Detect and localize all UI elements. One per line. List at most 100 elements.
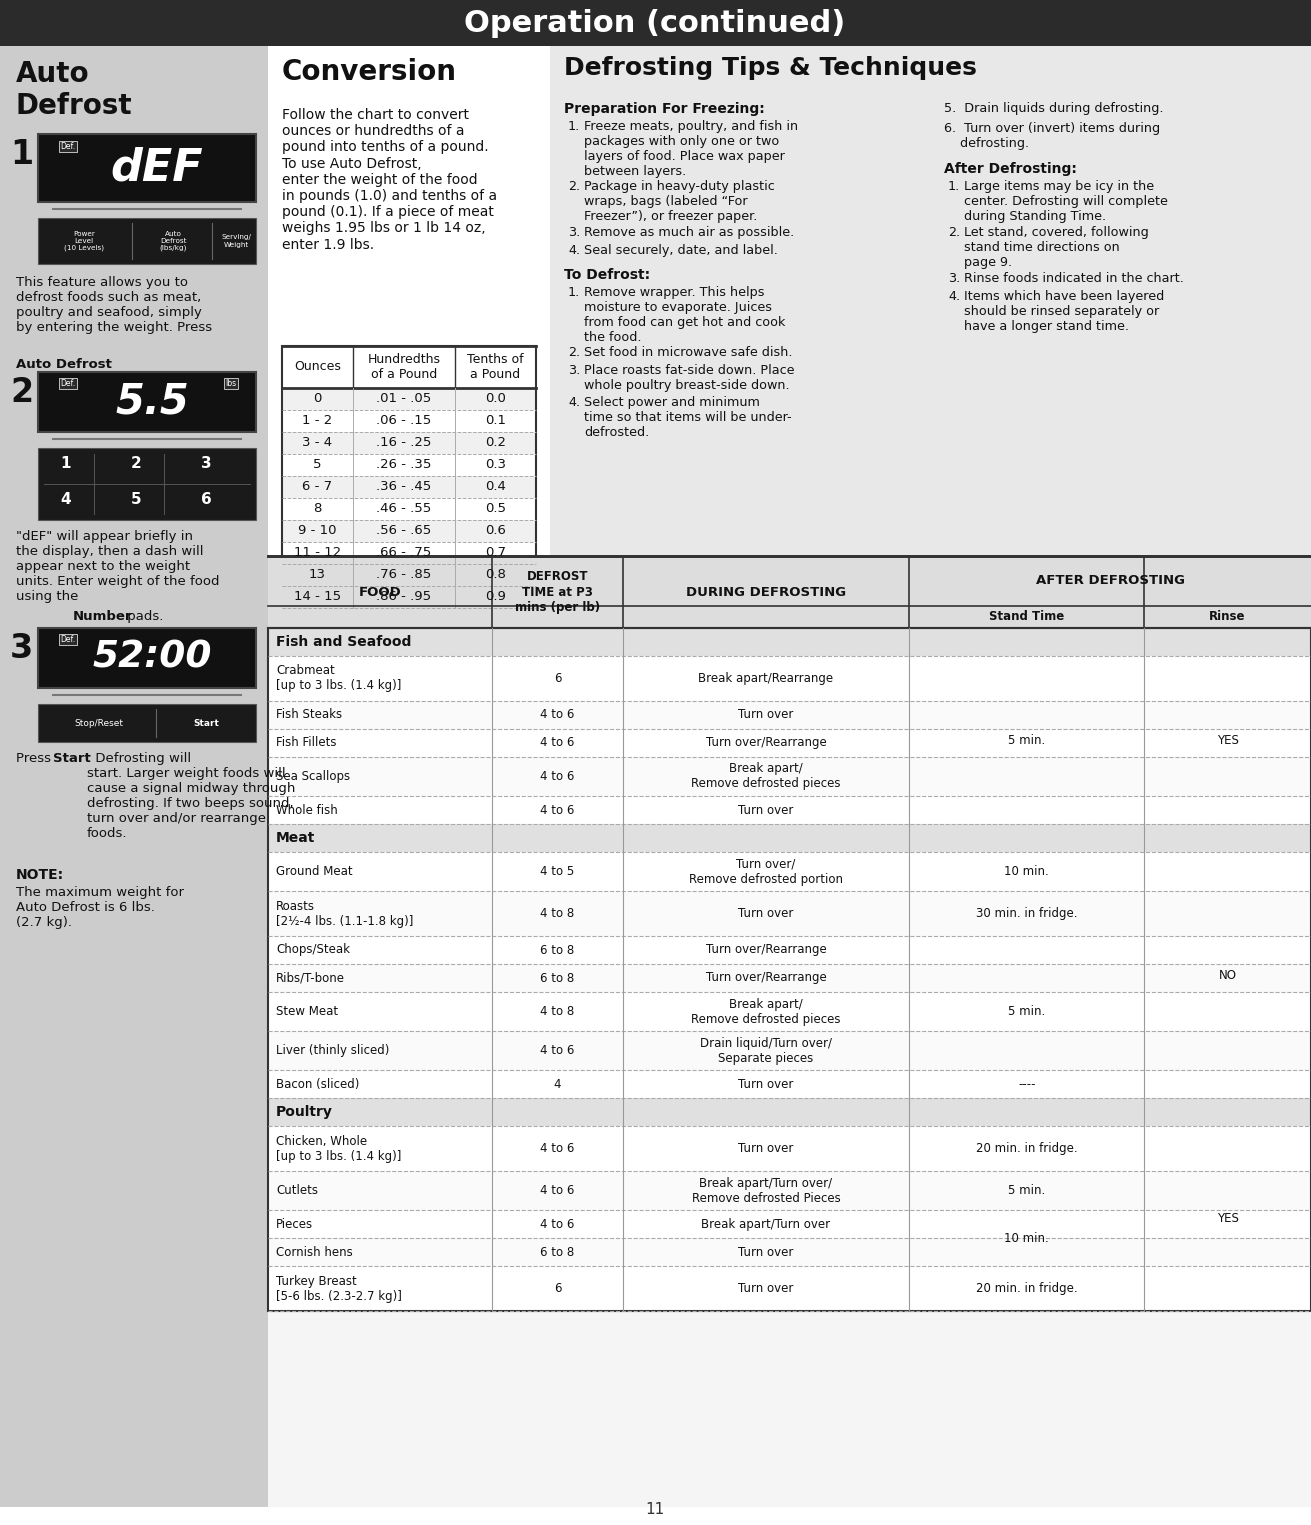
Text: .66 - .75: .66 - .75 (376, 546, 431, 560)
Bar (282, 541, 536, 564)
Text: .56 - .65: .56 - .65 (376, 525, 431, 537)
Text: Freeze meats, poultry, and fish in
packages with only one or two
layers of food.: Freeze meats, poultry, and fish in packa… (583, 120, 798, 178)
Bar (267, 1031, 1311, 1071)
Text: Pieces: Pieces (277, 1218, 313, 1231)
Bar (267, 852, 1311, 891)
Text: 20 min. in fridge.: 20 min. in fridge. (975, 1142, 1078, 1156)
Text: Whole fish: Whole fish (277, 804, 338, 816)
Text: 4.: 4. (568, 396, 581, 409)
Text: .26 - .35: .26 - .35 (376, 459, 431, 471)
Text: 2: 2 (10, 377, 33, 409)
Text: 2.: 2. (568, 180, 581, 194)
Text: 13: 13 (309, 569, 326, 581)
Text: Let stand, covered, following
stand time directions on
page 9.: Let stand, covered, following stand time… (964, 226, 1148, 268)
Bar (267, 1127, 1311, 1171)
Text: Power
Level
(10 Levels): Power Level (10 Levels) (64, 230, 104, 252)
Text: .06 - .15: .06 - .15 (376, 415, 431, 427)
Text: Bacon (sliced): Bacon (sliced) (277, 1078, 359, 1090)
Text: 4 to 6: 4 to 6 (540, 770, 574, 782)
Text: This feature allows you to
defrost foods such as meat,
poultry and seafood, simp: This feature allows you to defrost foods… (16, 276, 212, 349)
Text: Turn over: Turn over (738, 708, 793, 721)
Text: The maximum weight for
Auto Defrost is 6 lbs.
(2.7 kg).: The maximum weight for Auto Defrost is 6… (16, 886, 184, 929)
Text: FOOD: FOOD (359, 586, 401, 598)
Text: YES: YES (1217, 1212, 1239, 1225)
Text: 4: 4 (60, 493, 71, 508)
Text: 0.1: 0.1 (485, 415, 506, 427)
Text: 6 - 7: 6 - 7 (303, 480, 333, 494)
Text: Def.: Def. (60, 634, 76, 644)
Bar (267, 628, 1311, 656)
Text: Turkey Breast
[5-6 lbs. (2.3-2.7 kg)]: Turkey Breast [5-6 lbs. (2.3-2.7 kg)] (277, 1275, 402, 1302)
Text: 3.: 3. (568, 226, 581, 239)
Bar (267, 1071, 1311, 1098)
Text: 4 to 6: 4 to 6 (540, 1218, 574, 1231)
Text: Auto
Defrost
(lbs/kg): Auto Defrost (lbs/kg) (160, 230, 187, 252)
Bar (267, 1238, 1311, 1266)
Text: Ground Meat: Ground Meat (277, 865, 353, 878)
Text: 0: 0 (313, 392, 321, 406)
Text: 6: 6 (553, 1283, 561, 1295)
Text: 3.: 3. (568, 364, 581, 377)
Text: 4 to 6: 4 to 6 (540, 737, 574, 749)
Text: Cornish hens: Cornish hens (277, 1246, 353, 1260)
Bar (38, 705, 256, 743)
Bar (38, 628, 256, 688)
Text: 6: 6 (553, 673, 561, 685)
Text: dEF: dEF (110, 146, 203, 189)
Text: 2.: 2. (568, 346, 581, 358)
Text: Meat: Meat (277, 831, 316, 845)
Text: 4: 4 (553, 1078, 561, 1090)
Text: Turn over/Rearrange: Turn over/Rearrange (705, 944, 826, 956)
Text: 5 min.: 5 min. (1008, 1005, 1045, 1019)
Text: Stew Meat: Stew Meat (277, 1005, 338, 1019)
Bar (282, 564, 536, 586)
Bar (267, 936, 1311, 964)
Text: Operation (continued): Operation (continued) (464, 9, 846, 38)
Text: Drain liquid/Turn over/
Separate pieces: Drain liquid/Turn over/ Separate pieces (700, 1037, 832, 1064)
Text: Set food in microwave safe dish.: Set food in microwave safe dish. (583, 346, 793, 358)
Text: 0.0: 0.0 (485, 392, 506, 406)
Text: Turn over: Turn over (738, 1246, 793, 1260)
Text: 4 to 6: 4 to 6 (540, 804, 574, 816)
Bar (267, 796, 1311, 824)
Text: 1: 1 (60, 456, 71, 471)
Text: 6: 6 (201, 493, 211, 508)
Text: 1: 1 (10, 137, 33, 171)
Text: Def.: Def. (60, 142, 76, 151)
Bar (0, 0, 1311, 46)
Text: 4 to 5: 4 to 5 (540, 865, 574, 878)
Text: Break apart/Rearrange: Break apart/Rearrange (699, 673, 834, 685)
Bar (267, 991, 1311, 1031)
Text: ----: ---- (1019, 1078, 1036, 1090)
Text: .01 - .05: .01 - .05 (376, 392, 431, 406)
Text: Break apart/
Remove defrosted pieces: Break apart/ Remove defrosted pieces (691, 762, 840, 790)
Text: Chops/Steak: Chops/Steak (277, 944, 350, 956)
Text: Turn over: Turn over (738, 1283, 793, 1295)
Text: 10 min.: 10 min. (1004, 1232, 1049, 1244)
Text: 0.2: 0.2 (485, 436, 506, 450)
Bar (267, 1266, 1311, 1312)
Bar (282, 520, 536, 541)
Text: 20 min. in fridge.: 20 min. in fridge. (975, 1283, 1078, 1295)
Text: .16 - .25: .16 - .25 (376, 436, 431, 450)
Text: 5.  Drain liquids during defrosting.: 5. Drain liquids during defrosting. (944, 102, 1163, 114)
Bar (282, 476, 536, 499)
Text: .36 - .45: .36 - .45 (376, 480, 431, 494)
Text: 14 - 15: 14 - 15 (294, 590, 341, 604)
Text: 1.: 1. (568, 287, 581, 299)
Text: Start: Start (193, 718, 219, 727)
Text: DURING DEFROSTING: DURING DEFROSTING (686, 586, 846, 598)
Text: 0.4: 0.4 (485, 480, 506, 494)
Bar (267, 891, 1311, 936)
Text: Preparation For Freezing:: Preparation For Freezing: (564, 102, 764, 116)
Text: 5.5: 5.5 (115, 381, 189, 422)
Text: Start: Start (52, 752, 90, 766)
Text: 11 - 12: 11 - 12 (294, 546, 341, 560)
Text: 9 - 10: 9 - 10 (299, 525, 337, 537)
Text: Cutlets: Cutlets (277, 1185, 319, 1197)
Text: 2.: 2. (948, 226, 960, 239)
Text: 6 to 8: 6 to 8 (540, 971, 574, 985)
Text: Auto
Defrost: Auto Defrost (16, 59, 132, 120)
Text: 0.8: 0.8 (485, 569, 506, 581)
Text: Select power and minimum
time so that items will be under-
defrosted.: Select power and minimum time so that it… (583, 396, 792, 439)
